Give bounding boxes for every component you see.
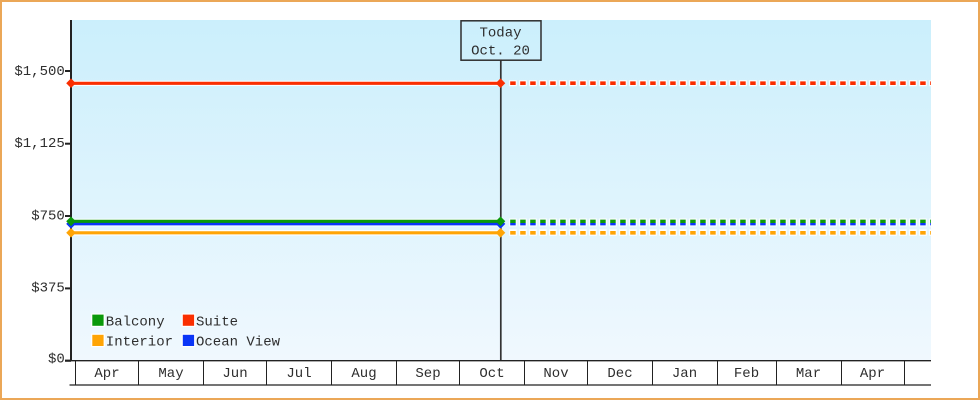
svg-text:$0: $0 [48,352,65,368]
svg-text:Today: Today [479,26,521,42]
svg-text:Jun: Jun [222,366,247,382]
svg-text:Suite: Suite [196,315,238,331]
svg-text:Aug: Aug [351,366,376,382]
svg-text:May: May [158,366,183,382]
svg-text:Jul: Jul [286,366,311,382]
svg-text:Feb: Feb [734,366,759,382]
svg-text:$750: $750 [31,208,65,224]
svg-text:$375: $375 [31,281,65,297]
svg-text:$1,125: $1,125 [14,136,64,152]
svg-text:Ocean View: Ocean View [196,335,281,351]
svg-text:Jan: Jan [672,366,697,382]
svg-text:Oct: Oct [479,366,504,382]
svg-text:Sep: Sep [415,366,440,382]
svg-text:Dec: Dec [607,366,632,382]
svg-text:$1,500: $1,500 [14,64,64,80]
svg-text:Apr: Apr [94,366,119,382]
svg-text:Mar: Mar [796,366,821,382]
svg-text:Apr: Apr [860,366,885,382]
svg-text:Interior: Interior [106,335,173,351]
svg-text:Oct. 20: Oct. 20 [471,43,530,59]
svg-text:Balcony: Balcony [106,315,165,331]
svg-text:Nov: Nov [543,366,568,382]
